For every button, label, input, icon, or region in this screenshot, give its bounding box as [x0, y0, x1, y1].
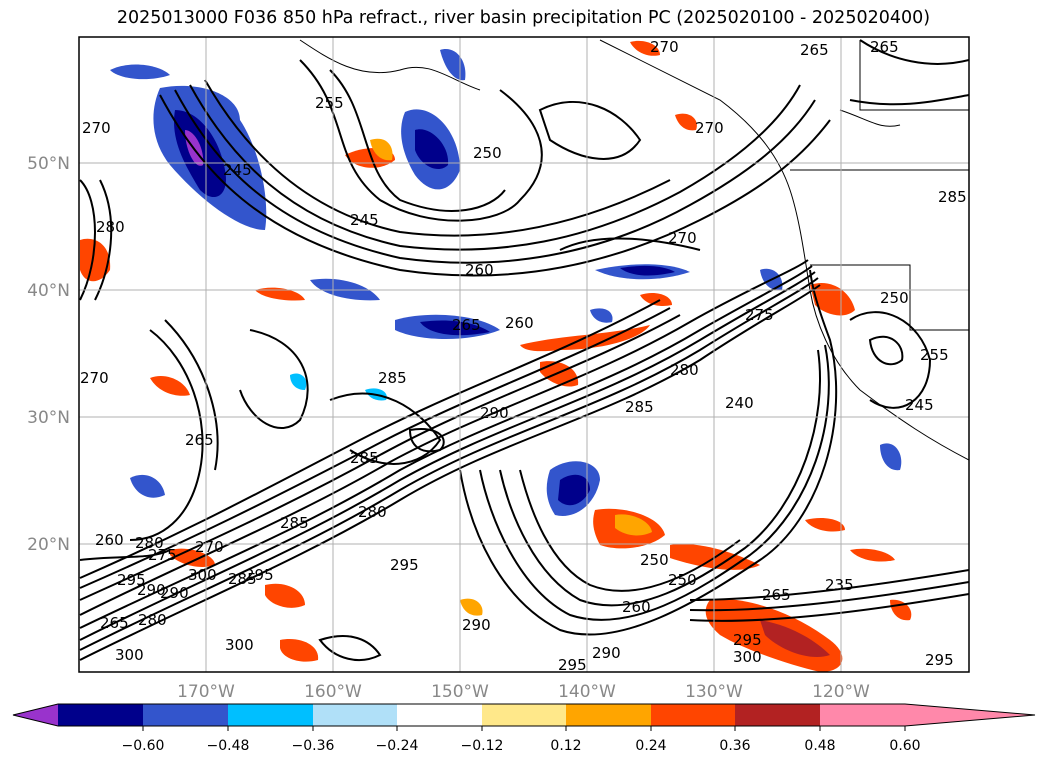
- contour-label: 245: [905, 396, 934, 414]
- colorbar: −0.60 −0.48 −0.36 −0.24 −0.12 0.12 0.24 …: [12, 703, 1036, 754]
- contour-label: 270: [650, 38, 679, 56]
- contour-label: 300: [188, 566, 217, 584]
- contour-labels: 265 270 255 245 250 245 260 270 275 250 …: [80, 38, 967, 674]
- contour-label: 295: [390, 556, 419, 574]
- lat-label: 50°N: [27, 154, 70, 174]
- map-title: 2025013000 F036 850 hPa refract., river …: [116, 8, 931, 28]
- contour-label: 255: [920, 346, 949, 364]
- graticule: [79, 37, 969, 672]
- colorbar-bin: [143, 704, 228, 726]
- contour-label: 285: [280, 514, 309, 532]
- colorbar-tick-label: −0.24: [376, 738, 419, 754]
- contour-label: 250: [668, 571, 697, 589]
- colorbar-bin: [228, 704, 313, 726]
- longitude-labels: 170°W 160°W 150°W 140°W 130°W 120°W: [177, 682, 870, 702]
- contour-label: 280: [96, 218, 125, 236]
- colorbar-extend-max: [905, 704, 1035, 726]
- contour-label: 265: [452, 316, 481, 334]
- lon-label: 160°W: [304, 682, 362, 702]
- contour-label: 265: [185, 431, 214, 449]
- lat-label: 20°N: [27, 535, 70, 555]
- contour-label: 255: [315, 94, 344, 112]
- colorbar-tick-label: −0.36: [292, 738, 335, 754]
- contour-label: 270: [80, 369, 109, 387]
- lon-label: 120°W: [812, 682, 870, 702]
- coastlines: [299, 39, 969, 461]
- colorbar-tick-label: 0.48: [804, 738, 835, 754]
- contour-label: 290: [160, 584, 189, 602]
- lat-label: 30°N: [27, 408, 70, 428]
- lat-label: 40°N: [27, 281, 70, 301]
- contour-label: 280: [138, 611, 167, 629]
- lon-label: 140°W: [558, 682, 616, 702]
- contour-label: 270: [195, 538, 224, 556]
- contour-label: 285: [228, 570, 257, 588]
- colorbar-bin: [820, 704, 905, 726]
- contour-label: 290: [480, 404, 509, 422]
- contour-label: 260: [505, 314, 534, 332]
- colorbar-bin: [313, 704, 397, 726]
- contour-label: 260: [465, 261, 494, 279]
- colorbar-bin: [58, 704, 143, 726]
- colorbar-bin: [735, 704, 820, 726]
- contour-label: 260: [95, 531, 124, 549]
- contour-label: 270: [668, 229, 697, 247]
- colorbar-extend-min: [13, 704, 58, 726]
- contour-label: 290: [137, 581, 166, 599]
- contour-label: 250: [640, 551, 669, 569]
- colorbar-tick-label: 0.24: [635, 738, 666, 754]
- colorbar-tick-label: 0.36: [719, 738, 750, 754]
- contour-label: 290: [462, 616, 491, 634]
- contour-label: 265: [870, 38, 899, 56]
- lon-label: 130°W: [685, 682, 743, 702]
- contour-label: 260: [622, 598, 651, 616]
- contour-label: 295: [925, 651, 954, 669]
- contour-label: 265: [800, 41, 829, 59]
- contour-label: 295: [558, 656, 587, 674]
- contour-label: 245: [350, 211, 379, 229]
- contour-label: 270: [695, 119, 724, 137]
- contour-label: 235: [825, 576, 854, 594]
- colorbar-bin: [397, 704, 482, 726]
- contour-label: 290: [592, 644, 621, 662]
- colorbar-tick-label: 0.60: [889, 738, 920, 754]
- contour-label: 265: [762, 586, 791, 604]
- contour-label: 300: [225, 636, 254, 654]
- contour-label: 265: [100, 614, 129, 632]
- latitude-labels: 50°N 40°N 30°N 20°N: [27, 154, 70, 555]
- contour-label: 295: [733, 631, 762, 649]
- contour-label: 250: [880, 289, 909, 307]
- contour-label: 280: [135, 534, 164, 552]
- lon-label: 150°W: [431, 682, 489, 702]
- contour-label: 295: [245, 566, 274, 584]
- contour-label: 240: [725, 394, 754, 412]
- contour-label: 275: [148, 546, 177, 564]
- colorbar-tick-label: −0.60: [122, 738, 165, 754]
- lon-label: 170°W: [177, 682, 235, 702]
- colorbar-tick-label: −0.12: [461, 738, 504, 754]
- contour-label: 250: [473, 144, 502, 162]
- contour-label: 285: [350, 449, 379, 467]
- contour-label: 280: [358, 503, 387, 521]
- contour-label: 285: [625, 398, 654, 416]
- colorbar-bin: [651, 704, 735, 726]
- contour-label: 275: [745, 306, 774, 324]
- contour-label: 245: [223, 161, 252, 179]
- contour-label: 285: [938, 188, 967, 206]
- colorbar-bin: [482, 704, 566, 726]
- contour-label: 270: [82, 119, 111, 137]
- contour-label: 285: [378, 369, 407, 387]
- contour-label: 300: [733, 648, 762, 666]
- colorbar-tick-label: −0.48: [207, 738, 250, 754]
- colorbar-tick-label: 0.12: [550, 738, 581, 754]
- map-frame: [78, 36, 970, 673]
- colorbar-bin: [566, 704, 651, 726]
- contour-label: 295: [117, 571, 146, 589]
- contour-label: 300: [115, 646, 144, 664]
- contour-label: 280: [670, 361, 699, 379]
